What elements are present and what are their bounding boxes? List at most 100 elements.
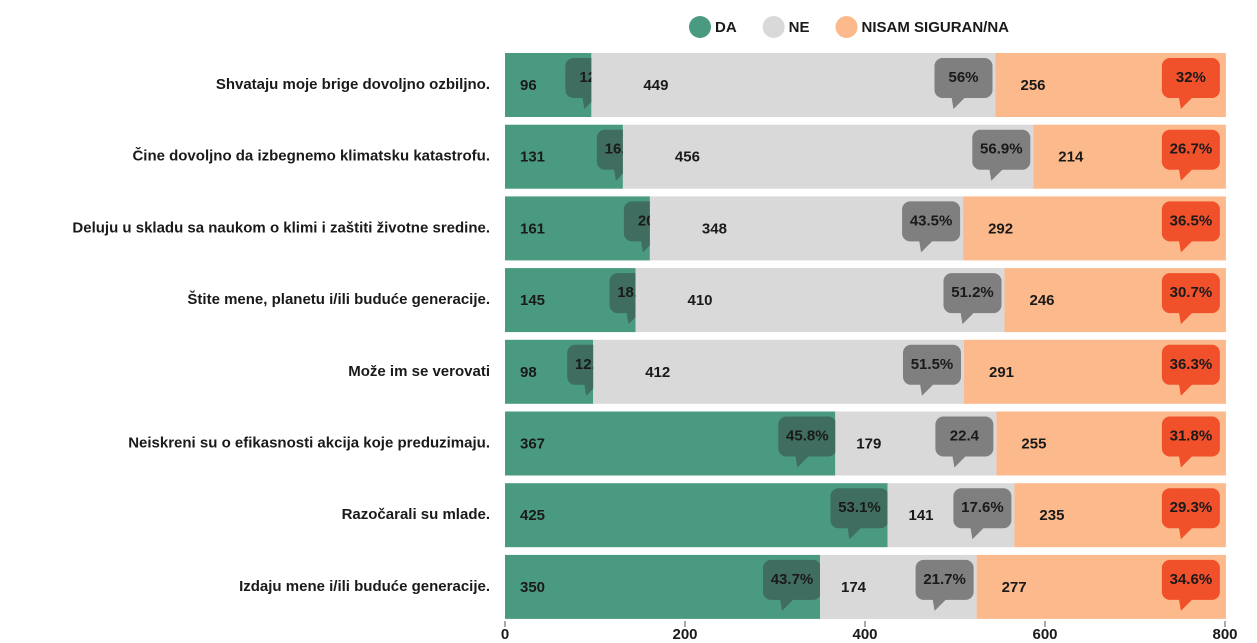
callout: 51.2%: [943, 273, 1002, 325]
legend-swatch: [762, 16, 785, 38]
value-label: 350: [520, 579, 545, 596]
bar-segment: [505, 483, 888, 548]
callout-tail: [920, 383, 934, 396]
callout-tail: [1178, 97, 1193, 109]
value-label: 292: [988, 220, 1013, 237]
callout-box: [935, 416, 994, 457]
percent-label: 29.3%: [1170, 499, 1213, 516]
bar-segment: [591, 53, 996, 117]
callout-tail: [1178, 168, 1193, 181]
category-label: Izdaju mene i/ili buduće generacije.: [239, 578, 490, 595]
category-label: Neiskreni su o efikasnosti akcija koje p…: [128, 434, 490, 451]
callout-tail: [1178, 383, 1193, 396]
callout: 31.8%: [1161, 416, 1220, 468]
callout-box: [902, 201, 961, 242]
callout-tail: [932, 598, 947, 611]
value-label: 131: [520, 149, 545, 166]
callout-box: [934, 58, 993, 98]
callout: 26.7%: [1161, 129, 1220, 181]
value-label: 255: [1021, 435, 1046, 452]
value-label: 141: [909, 507, 934, 524]
percent-label: 22.4: [950, 427, 980, 444]
callout-box: [1161, 416, 1220, 457]
callout-tail: [1178, 598, 1193, 611]
percent-label: 36.3%: [1170, 356, 1213, 373]
bar-segment: [635, 268, 1005, 333]
bar-segment: [622, 124, 1034, 189]
callout: 34.6%: [1161, 559, 1220, 611]
callout-tail: [960, 312, 975, 325]
percent-label: 36.5%: [1170, 212, 1213, 229]
percent-label: 43.5%: [910, 212, 953, 229]
percent-label: 21.7%: [923, 571, 966, 588]
callout-box: [1161, 488, 1220, 529]
callout-tail: [1178, 240, 1193, 253]
callout: 51.5%: [903, 344, 961, 396]
value-label: 348: [702, 220, 727, 237]
percent-label: 26.7%: [1170, 141, 1213, 158]
callout-tail: [989, 168, 1004, 181]
percent-label: 43.7%: [771, 571, 814, 588]
callout: 56.9%: [972, 129, 1031, 181]
value-label: 456: [675, 149, 700, 166]
percent-label: 34.6%: [1170, 571, 1213, 588]
callout: 22.4: [935, 416, 994, 468]
callout-box: [972, 129, 1031, 170]
callout: 17.6%: [953, 488, 1012, 540]
value-label: 174: [841, 579, 867, 596]
callout-box: [1161, 129, 1220, 170]
value-label: 410: [688, 292, 713, 309]
category-label: Štite mene, planetu i/ili buduće generac…: [187, 290, 490, 308]
callout-box: [778, 416, 837, 457]
callout: 36.3%: [1161, 344, 1220, 396]
callout-box: [763, 559, 821, 600]
percent-label: 56.9%: [980, 141, 1023, 158]
value-label: 98: [520, 364, 537, 381]
category-label: Može im se verovati: [348, 363, 490, 380]
percent-label: 51.2%: [951, 284, 994, 301]
callout: 43.5%: [902, 201, 961, 253]
percent-label: 56%: [948, 69, 978, 86]
value-label: 412: [645, 364, 670, 381]
callout: 43.7%: [763, 559, 821, 611]
legend-label: DA: [715, 19, 737, 36]
value-label: 214: [1058, 149, 1084, 166]
bar-segment: [593, 339, 964, 404]
callout-tail: [795, 455, 810, 468]
value-label: 256: [1021, 77, 1046, 94]
callout-tail: [951, 97, 966, 109]
value-label: 179: [856, 435, 881, 452]
callout-box: [830, 488, 889, 529]
legend-label: NISAM SIGURAN/NA: [862, 19, 1010, 36]
callout: 53.1%: [830, 488, 889, 540]
value-label: 425: [520, 507, 545, 524]
percent-label: 32%: [1176, 69, 1206, 86]
callout-box: [915, 559, 974, 600]
legend-label: NE: [789, 19, 810, 36]
callout: 36.5%: [1161, 201, 1220, 253]
percent-label: 45.8%: [786, 427, 829, 444]
percent-label: 30.7%: [1170, 284, 1213, 301]
value-label: 161: [520, 220, 545, 237]
value-label: 449: [643, 77, 668, 94]
callout: 32%: [1161, 58, 1220, 109]
category-label: Deluju u skladu sa naukom o klimi i zašt…: [72, 219, 490, 236]
x-tick-label: 200: [672, 626, 697, 643]
percent-label: 53.1%: [838, 499, 881, 516]
percent-label: 51.5%: [911, 356, 954, 373]
value-label: 235: [1039, 507, 1064, 524]
category-label: Razočarali su mlade.: [342, 506, 490, 523]
callout-box: [1161, 273, 1220, 314]
callout-tail: [847, 527, 862, 540]
category-label: Čine dovoljno da izbegnemo klimatsku kat…: [132, 147, 490, 165]
callout: 29.3%: [1161, 488, 1220, 540]
value-label: 96: [520, 77, 537, 94]
callout: 30.7%: [1161, 273, 1220, 325]
callout: 21.7%: [915, 559, 974, 611]
value-label: 277: [1002, 579, 1027, 596]
callout-tail: [952, 455, 967, 468]
callout-tail: [919, 240, 934, 253]
x-tick-label: 400: [852, 626, 877, 643]
callout-box: [953, 488, 1012, 529]
legend-swatch: [835, 16, 858, 38]
